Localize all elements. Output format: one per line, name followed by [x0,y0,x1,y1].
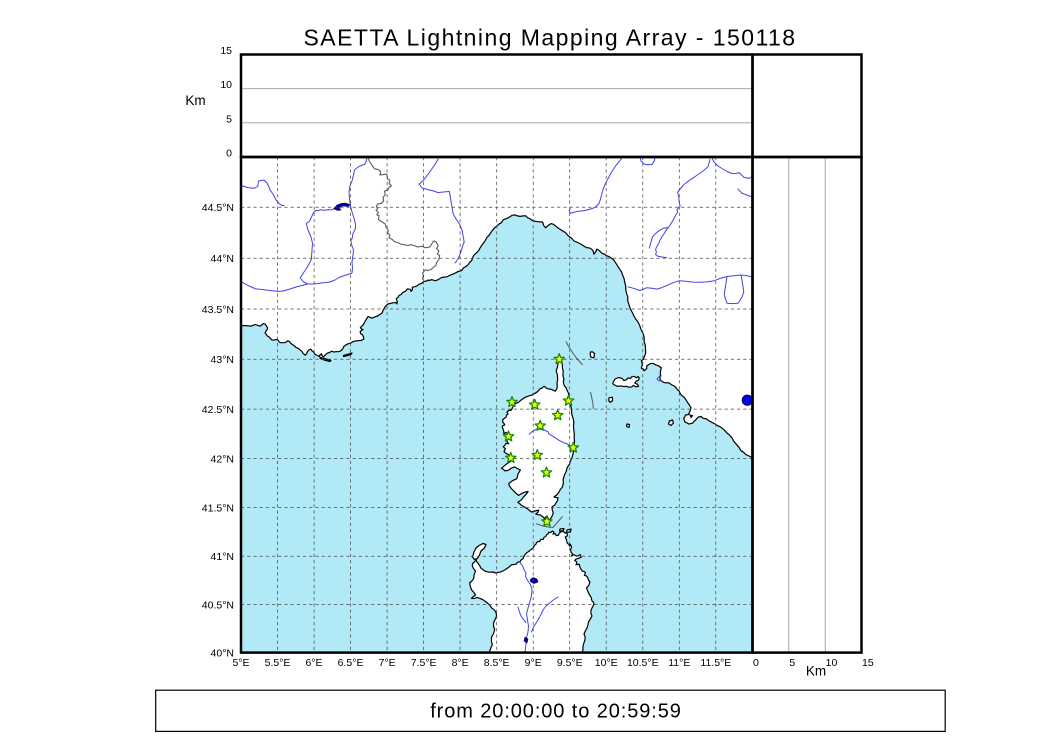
svg-text:7°E: 7°E [379,657,396,669]
svg-text:SAETTA Lightning Mapping Array: SAETTA Lightning Mapping Array - 150118 [304,25,797,51]
svg-text:Km: Km [185,93,205,108]
svg-text:9°E: 9°E [525,657,542,669]
svg-text:9.5°E: 9.5°E [557,657,583,669]
svg-text:43°N: 43°N [211,354,234,366]
svg-text:41°N: 41°N [211,551,234,563]
svg-text:44.5°N: 44.5°N [202,202,234,214]
svg-text:43.5°N: 43.5°N [202,304,234,316]
svg-text:0: 0 [753,657,759,669]
svg-text:44°N: 44°N [211,253,234,265]
svg-text:5°E: 5°E [232,657,249,669]
svg-text:40°N: 40°N [211,647,234,659]
svg-text:6.5°E: 6.5°E [338,657,364,669]
svg-text:5: 5 [789,657,795,669]
svg-text:5: 5 [226,113,232,125]
svg-text:10: 10 [220,79,232,91]
svg-text:10°E: 10°E [595,657,618,669]
svg-text:8°E: 8°E [452,657,469,669]
svg-text:42°N: 42°N [211,453,234,465]
svg-text:Km: Km [806,664,826,679]
svg-text:8.5°E: 8.5°E [484,657,510,669]
svg-text:10: 10 [826,657,838,669]
svg-text:40.5°N: 40.5°N [202,599,234,611]
svg-text:5.5°E: 5.5°E [265,657,291,669]
svg-text:6°E: 6°E [306,657,323,669]
svg-text:42.5°N: 42.5°N [202,404,234,416]
svg-text:7.5°E: 7.5°E [411,657,437,669]
svg-text:15: 15 [220,45,232,57]
svg-text:11°E: 11°E [668,657,690,669]
svg-text:0: 0 [226,148,232,160]
svg-text:41.5°N: 41.5°N [202,502,234,514]
svg-text:15: 15 [862,657,874,669]
svg-text:11.5°E: 11.5°E [700,657,731,669]
svg-text:10.5°E: 10.5°E [627,657,659,669]
svg-text:from 20:00:00 to 20:59:59: from 20:00:00 to 20:59:59 [430,701,682,723]
